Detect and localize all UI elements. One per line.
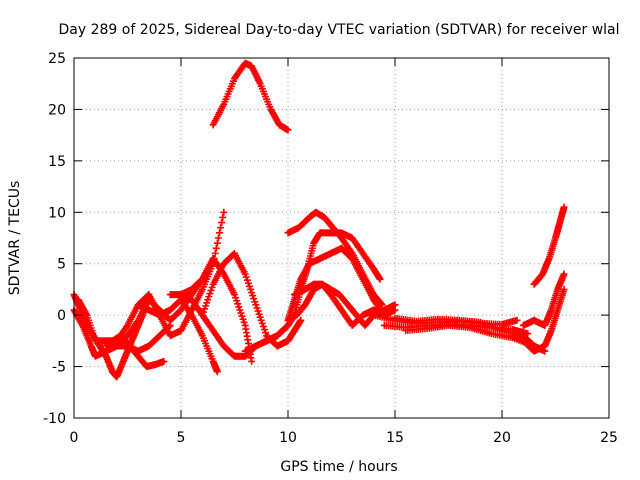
data-point bbox=[217, 224, 225, 232]
data-point bbox=[213, 239, 221, 247]
y-tick-label: 10 bbox=[48, 205, 66, 221]
y-tick-label: 25 bbox=[48, 51, 66, 67]
data-point bbox=[248, 357, 256, 365]
data-point bbox=[391, 306, 399, 314]
data-point bbox=[213, 368, 221, 376]
y-tick-label: 5 bbox=[57, 257, 66, 273]
x-tick-label: 25 bbox=[600, 430, 618, 446]
x-tick-label: 5 bbox=[177, 430, 186, 446]
series-arc-i bbox=[198, 249, 305, 350]
series-band-3 bbox=[391, 314, 538, 350]
data-point bbox=[211, 249, 219, 257]
data-point bbox=[220, 208, 228, 216]
x-tick-label: 0 bbox=[70, 430, 79, 446]
y-tick-label: 15 bbox=[48, 154, 66, 170]
x-tick-label: 10 bbox=[279, 430, 297, 446]
chart-title: Day 289 of 2025, Sidereal Day-to-day VTE… bbox=[58, 22, 619, 38]
y-tick-label: 20 bbox=[48, 102, 66, 118]
data-point bbox=[376, 275, 384, 283]
data-point bbox=[218, 219, 226, 227]
plot-frame bbox=[73, 57, 610, 419]
data-point bbox=[297, 316, 305, 324]
data-point bbox=[216, 229, 224, 237]
series-arc-top bbox=[209, 59, 292, 134]
data-point bbox=[513, 316, 521, 324]
series-arc-end-3 bbox=[509, 285, 568, 355]
y-axis-label: SDTVAR / TECUs bbox=[7, 181, 23, 296]
x-tick-label: 15 bbox=[386, 430, 404, 446]
data-point bbox=[212, 244, 220, 252]
data-point bbox=[219, 213, 227, 221]
axis-ticks: 0 5 10 15 20 25 -10 -5 0 5 10 15 20 25 bbox=[43, 51, 618, 446]
x-tick-label: 20 bbox=[493, 430, 511, 446]
data-point bbox=[284, 126, 292, 134]
series-arc-f bbox=[134, 296, 221, 376]
data-point bbox=[560, 270, 568, 278]
data-points bbox=[70, 59, 568, 381]
series-arc-end-1 bbox=[530, 203, 568, 288]
y-tick-label: 0 bbox=[57, 308, 66, 324]
data-point bbox=[214, 234, 222, 242]
data-point bbox=[560, 285, 568, 293]
data-point bbox=[160, 357, 168, 365]
grid bbox=[74, 58, 609, 418]
x-axis-label: GPS time / hours bbox=[280, 459, 397, 475]
y-tick-label: -5 bbox=[52, 360, 66, 376]
series-arc-k bbox=[284, 208, 386, 309]
series-arc-end-2 bbox=[519, 270, 568, 329]
data-point bbox=[560, 203, 568, 211]
y-tick-label: -10 bbox=[43, 411, 66, 427]
